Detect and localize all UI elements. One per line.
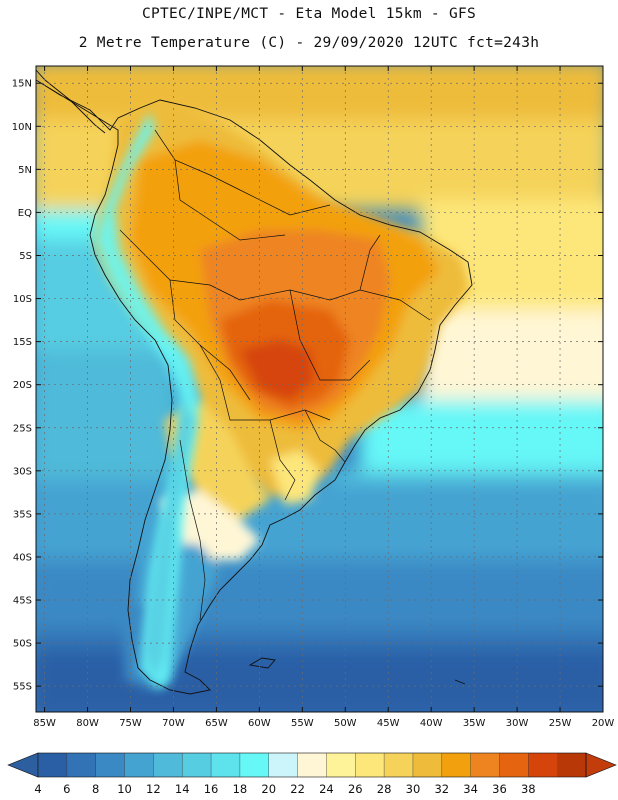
colorbar-label: 24: [319, 782, 334, 796]
colorbar-swatch: [211, 753, 241, 777]
colorbar-swatch: [38, 753, 68, 777]
longitude-axis: 85W 80W 75W 70W 65W 60W 55W 50W 45W 40W 35W 30W 25W 2…: [33, 66, 614, 729]
colorbar-swatch: [182, 753, 212, 777]
colorbar-label: 36: [492, 782, 507, 796]
colorbar-label: 12: [146, 782, 161, 796]
colorbar-swatch: [470, 753, 500, 777]
colorbar-swatch: [95, 753, 125, 777]
lon-tick-label: 40W: [420, 718, 443, 729]
lat-tick-label: 55S: [13, 682, 32, 693]
lat-tick-label: 25S: [13, 423, 32, 434]
lon-tick-label: 35W: [463, 718, 486, 729]
lat-tick-label: 30S: [13, 466, 32, 477]
colorbar-swatch: [297, 753, 327, 777]
lat-tick-label: 50S: [13, 639, 32, 650]
colorbar-swatch: [153, 753, 183, 777]
map-title-line-1: CPTEC/INPE/MCT - Eta Model 15km - GFS: [141, 6, 477, 22]
colorbar-swatch: [499, 753, 529, 777]
coastline: [36, 69, 473, 695]
lon-tick-label: 25W: [549, 718, 572, 729]
lon-tick-label: 80W: [76, 718, 99, 729]
lat-tick-label: 5S: [19, 251, 32, 262]
colorbar-swatch: [66, 753, 97, 777]
lon-tick-label: 60W: [248, 718, 271, 729]
plot-frame: [35, 65, 604, 713]
colorbar-swatch: [557, 753, 587, 777]
colorbar-label: 34: [463, 782, 478, 796]
colorbar-swatch: [239, 753, 270, 777]
lon-tick-label: 45W: [377, 718, 400, 729]
colorbar-high-arrow: [585, 752, 617, 778]
colorbar-label: 30: [406, 782, 421, 796]
lat-tick-label: 35S: [13, 509, 32, 520]
colorbar-low-arrow: [7, 752, 39, 778]
colorbar-label: 4: [34, 782, 41, 796]
lat-tick-label: 45S: [13, 596, 32, 607]
map-title-line-2: 2 Metre Temperature (C) - 29/09/2020 12U…: [78, 35, 540, 51]
lon-tick-label: 70W: [162, 718, 185, 729]
lon-tick-label: 65W: [205, 718, 228, 729]
lat-lon-grid: [36, 66, 604, 712]
lat-tick-label: 15N: [12, 79, 32, 90]
latitude-axis: 15N 10N 5N EQ 5S 10S 15S 20S 25S 30S 35S 40S 45S 50S 5…: [12, 79, 603, 693]
colorbar-swatch: [412, 753, 443, 777]
lon-tick-label: 30W: [506, 718, 529, 729]
colorbar-swatch: [268, 753, 298, 777]
lon-tick-label: 75W: [119, 718, 142, 729]
lat-tick-label: 40S: [13, 552, 32, 563]
colorbar-swatch: [355, 753, 385, 777]
lat-tick-label: 10N: [12, 122, 32, 133]
colorbar-swatch: [124, 753, 154, 777]
colorbar-label: 32: [434, 782, 449, 796]
colorbar-swatch: [441, 753, 472, 777]
lat-tick-label: 20S: [13, 380, 32, 391]
temperature-field: [36, 66, 603, 712]
lat-tick-label: 5N: [18, 165, 32, 176]
colorbar-label: 10: [117, 782, 132, 796]
colorbar: 4 6 8 10 12 14 16 18 20 22 24 26 28 30 32 34 36 38: [7, 752, 617, 796]
lat-tick-label: 10S: [13, 294, 32, 305]
colorbar-label: 38: [521, 782, 536, 796]
lat-tick-label: 15S: [13, 337, 32, 348]
colorbar-label: 18: [233, 782, 248, 796]
colorbar-swatch: [528, 753, 558, 777]
colorbar-label: 8: [92, 782, 99, 796]
colorbar-label: 26: [348, 782, 363, 796]
colorbar-label: 14: [175, 782, 190, 796]
colorbar-swatch: [326, 753, 356, 777]
colorbar-label: 6: [63, 782, 70, 796]
colorbar-label: 16: [204, 782, 219, 796]
lon-tick-label: 20W: [592, 718, 615, 729]
colorbar-label: 22: [290, 782, 305, 796]
lon-tick-label: 85W: [33, 718, 56, 729]
colorbar-label: 20: [261, 782, 276, 796]
colorbar-swatch: [384, 753, 414, 777]
lon-tick-label: 50W: [334, 718, 357, 729]
lon-tick-label: 55W: [291, 718, 314, 729]
lat-tick-label: EQ: [18, 208, 32, 219]
colorbar-label: 28: [377, 782, 392, 796]
